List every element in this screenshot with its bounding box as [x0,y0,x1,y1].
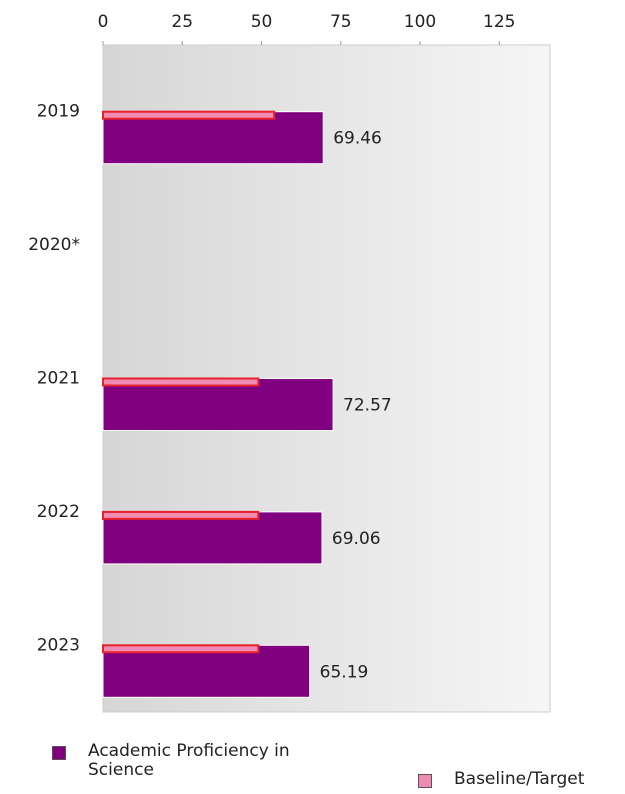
y-tick-label: 2021 [37,369,80,389]
bar [102,644,311,698]
value-label: 69.06 [332,529,381,549]
y-tick-label: 2023 [37,635,80,655]
y-tick-label: 2019 [37,102,80,122]
x-tick-label: 100 [404,12,436,32]
bar [102,378,334,431]
y-tick-label: 2022 [37,502,80,522]
bar [102,111,324,165]
target-bar [102,644,260,654]
legend-item: Baseline/Target [418,770,584,789]
target-bar [102,510,260,520]
x-tick-label: 75 [330,12,352,32]
target-bar [102,377,260,387]
target-bar [102,110,276,120]
x-tick-label: 50 [251,12,273,32]
x-tick-label: 0 [98,12,109,32]
legend-swatch [52,746,66,760]
value-label: 69.46 [333,129,382,149]
chart: 0 25 50 75 100 125 2019 69.46 2020* 2021 72.57 2022… [28,12,551,713]
y-tick-label: 2020* [28,235,80,255]
x-tick-label: 125 [483,12,515,32]
legend-label: Academic Proficiency in Science [88,741,290,780]
value-label: 72.57 [343,396,392,416]
x-tick-label: 25 [171,12,193,32]
legend-item: Academic Proficiency in Science [52,742,352,780]
legend-label: Baseline/Target [454,769,585,789]
value-label: 65.19 [320,662,369,682]
legend-swatch [418,774,432,788]
